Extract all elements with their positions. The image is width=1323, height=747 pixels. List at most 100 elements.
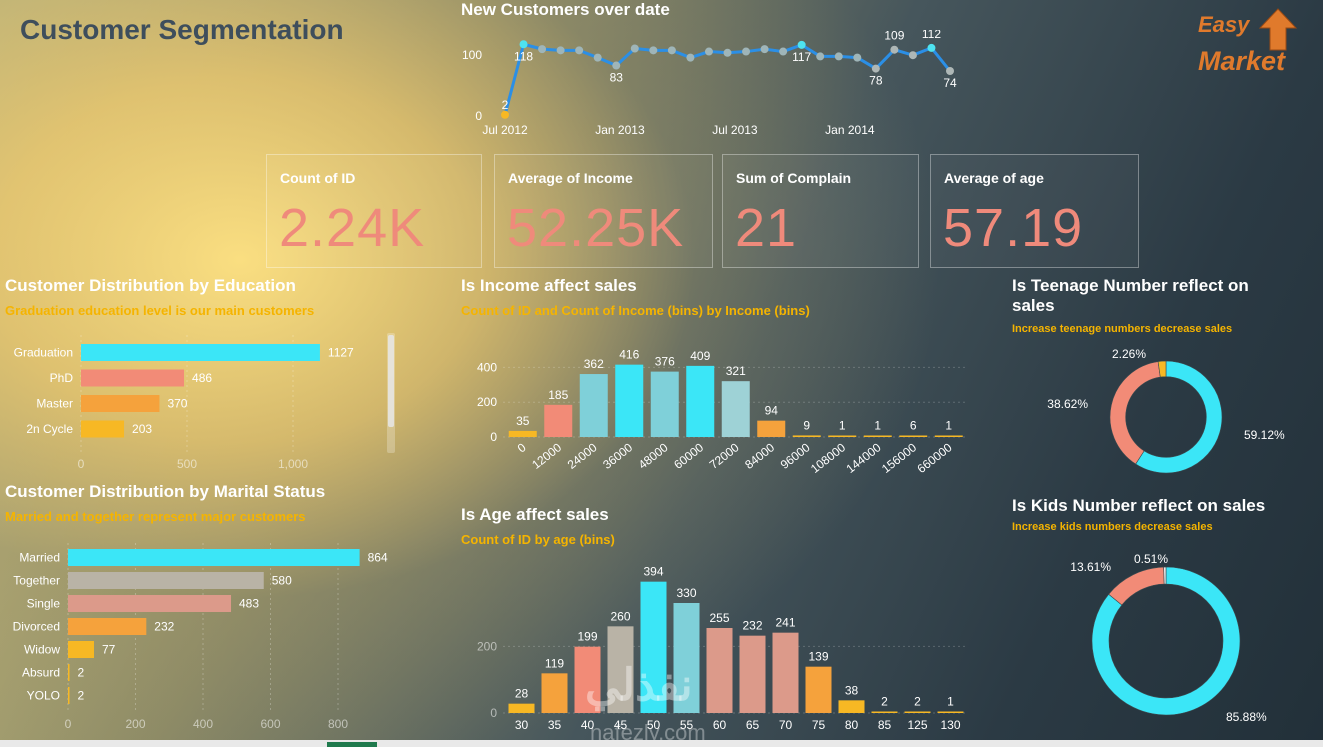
scrollbar-thumb[interactable] [388,335,394,427]
x-tick-label: 200 [125,717,145,731]
kids-title: Is Kids Number reflect on sales [1012,496,1266,515]
page-title: Customer Segmentation [20,14,344,45]
kpi-card-income: Average of Income 52.25K [494,154,713,268]
logo: Easy Market [1192,8,1307,78]
data-label: 77 [102,643,116,657]
slice-label: 13.61% [1070,560,1111,574]
teen-title: Is Teenage Number reflect on sales [1012,276,1249,315]
income-subtitle: Count of ID and Count of Income (bins) b… [461,303,810,318]
y-tick-label: 0 [490,430,497,444]
data-point [853,53,862,62]
x-tick-label: 50 [647,718,661,732]
donut-slice [1108,566,1165,606]
category-label: Graduation [14,346,73,360]
x-tick-label: 144000 [843,440,883,476]
data-point [575,46,584,55]
data-point [834,52,843,61]
bar [81,344,320,361]
x-tick-label: 12000 [529,440,564,472]
bar [871,711,898,713]
data-label: 1 [874,419,881,433]
data-label: 2 [914,695,921,709]
data-label: 864 [368,551,388,565]
data-label: 241 [775,616,795,630]
bar [650,371,679,437]
bottom-bar [0,740,1323,747]
age-subtitle: Count of ID by age (bins) [461,532,615,547]
x-tick-label: 130 [940,718,960,732]
bar [544,404,573,437]
x-tick-label: 60000 [671,440,706,472]
kpi-value: 57.19 [943,198,1084,258]
teen-donut-chart: 59.12% 38.62% 2.26% [1047,347,1285,474]
data-label: 1 [947,695,954,709]
x-tick-label: 24000 [565,440,600,472]
kpi-value: 21 [735,198,798,258]
data-point [871,64,880,73]
kpi-card-count: Count of ID 2.24K [266,154,482,268]
x-tick-label: 156000 [879,440,919,476]
data-label: 376 [655,355,675,369]
data-point [519,40,528,49]
category-label: Widow [24,643,60,657]
category-label: Absurd [22,666,60,680]
slice-label: 0.51% [1134,552,1168,566]
data-point [686,53,695,62]
x-tick-label: Jan 2014 [825,123,875,137]
arrow-up-icon [1258,8,1298,51]
logo-text-easy: Easy [1198,12,1250,37]
x-tick-label: 60 [713,718,727,732]
data-label: 1127 [328,346,354,360]
y-tick-label: 200 [477,639,497,653]
bar [615,364,644,437]
x-tick-label: 70 [779,718,793,732]
x-tick-label: 125 [907,718,927,732]
bar [863,435,892,437]
donut-slice [1135,360,1223,474]
teen-subtitle: Increase teenage numbers decrease sales [1012,323,1233,335]
data-point [816,52,825,61]
bar [706,628,733,713]
category-label: Married [19,551,60,565]
x-tick-label: 80 [845,718,859,732]
x-tick-label: 96000 [778,440,813,472]
x-tick-label: 30 [515,718,529,732]
data-point [908,51,917,60]
kpi-value: 52.25K [507,198,685,258]
bar [805,666,832,713]
education-subtitle: Graduation education level is our main c… [5,303,315,318]
data-label: 2 [78,689,85,703]
category-label: PhD [50,371,74,385]
category-label: 2n Cycle [26,422,73,436]
bar [937,711,964,713]
x-tick-label: 0 [515,440,529,455]
bar [828,435,857,437]
page-tab[interactable] [327,742,377,747]
bar [579,374,608,437]
data-label: 483 [239,597,259,611]
category-label: YOLO [27,689,60,703]
data-point [593,53,602,62]
bar [81,395,160,412]
bar [640,581,667,713]
bar [757,420,786,437]
age-bar-chart: 0200283011935199402604539450330552556023… [477,565,967,732]
data-point [760,45,769,54]
slice-label: 38.62% [1047,397,1088,411]
data-label: 486 [192,371,212,385]
donut-slice [1157,360,1167,378]
scrollbar[interactable] [387,333,395,453]
bar [541,673,568,713]
data-label: 38 [845,683,859,697]
data-label: 2 [881,695,888,709]
x-tick-label: 75 [812,718,826,732]
data-point [723,48,732,57]
kpi-label: Average of age [944,170,1044,186]
data-label: 232 [154,620,174,634]
x-tick-label: 600 [260,717,280,731]
data-label: 35 [516,414,530,428]
data-label: 1 [945,419,952,433]
bar [721,381,750,437]
data-point [797,40,806,49]
data-point [890,45,899,54]
